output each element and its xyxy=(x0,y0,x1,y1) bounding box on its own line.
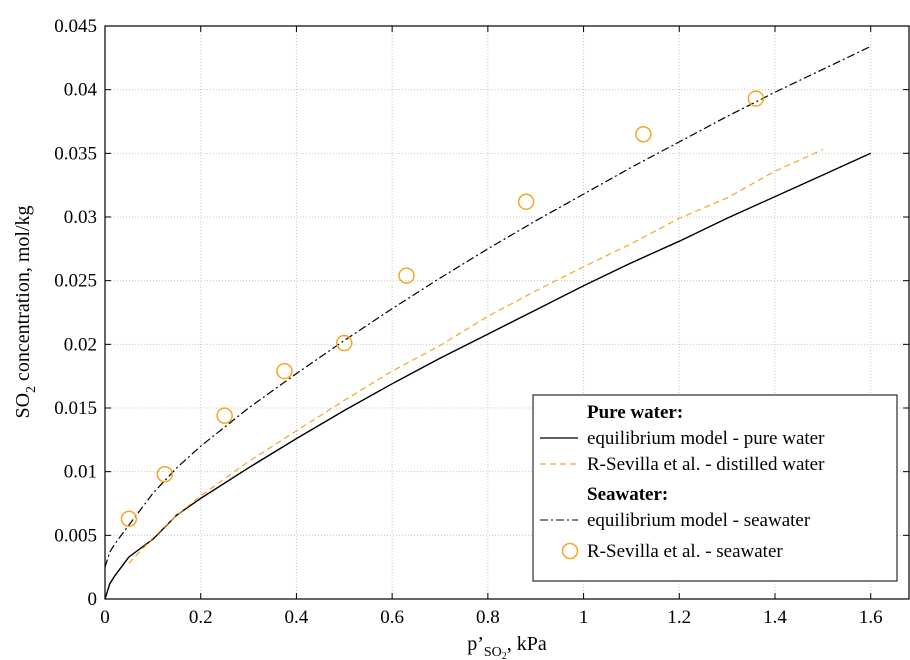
x-tick-label: 0.6 xyxy=(380,607,404,628)
legend: Pure water: equilibrium model - pure wat… xyxy=(532,394,898,582)
legend-entry-sevilla-sea: R-Sevilla et al. - seawater xyxy=(587,541,783,562)
x-axis-label: p’SO2, kPa xyxy=(467,633,547,660)
series-r-sevilla-et-al-seawater-point xyxy=(216,407,233,424)
plot-frame xyxy=(104,25,910,600)
series-r-sevilla-et-al-seawater-point xyxy=(635,125,652,143)
y-tick-label: 0.04 xyxy=(64,80,98,101)
x-tick-label: 0.2 xyxy=(189,607,213,628)
x-tick-label: 1.4 xyxy=(763,607,787,628)
series-r-sevilla-et-al-seawater-point xyxy=(276,362,293,380)
series-r-sevilla-et-al-seawater-point xyxy=(747,90,765,107)
legend-group-pure-water: Pure water: xyxy=(587,402,683,423)
y-tick-label: 0.01 xyxy=(64,462,97,483)
x-tick-label: 0.4 xyxy=(285,607,309,628)
series-r-sevilla-et-al-seawater-point xyxy=(517,193,535,210)
y-tick-label: 0.03 xyxy=(64,207,97,228)
legend-entry-eq-pure: equilibrium model - pure water xyxy=(587,428,825,449)
series-equilibrium-model-seawater-line xyxy=(104,45,871,568)
y-tick-label: 0.015 xyxy=(54,398,97,419)
x-tick-label: 1 xyxy=(579,607,589,628)
x-tick-label: 1.2 xyxy=(667,607,691,628)
legend-swatch-sevilla-sea xyxy=(561,542,579,560)
series-r-sevilla-et-al-seawater-point xyxy=(398,267,415,284)
y-axis-label: SO2 concentration, mol/kg xyxy=(12,205,39,418)
y-tick-label: 0.02 xyxy=(64,334,97,355)
y-tick-label: 0.045 xyxy=(54,16,97,37)
legend-box xyxy=(532,394,898,582)
y-tick-label: 0.005 xyxy=(54,525,97,546)
y-tick-label: 0.035 xyxy=(54,143,97,164)
series-r-sevilla-et-al-seawater-point xyxy=(336,334,353,352)
x-tick-label: 0 xyxy=(100,607,110,628)
series-r-sevilla-et-al-seawater-point xyxy=(156,465,174,483)
series-r-sevilla-et-al-seawater-point xyxy=(120,510,138,528)
series-layer xyxy=(104,45,871,600)
x-tick-label: 0.8 xyxy=(476,607,500,628)
legend-entry-eq-sea: equilibrium model - seawater xyxy=(587,510,811,531)
x-tick-label: 1.6 xyxy=(859,607,883,628)
y-tick-label: 0 xyxy=(88,589,98,610)
y-tick-label: 0.025 xyxy=(54,271,97,292)
legend-entry-sevilla-distilled: R-Sevilla et al. - distilled water xyxy=(587,454,825,475)
series-r-sevilla-et-al-distilled-water-line xyxy=(128,148,824,564)
legend-group-seawater: Seawater: xyxy=(587,484,668,505)
series-equilibrium-model-pure-water-line xyxy=(104,152,871,600)
axis-ticks: 0 0.2 0.4 0.6 0.8 1 1.2 1.4 1.6 0 0.005 0.01 0.015 0.… xyxy=(54,16,909,628)
